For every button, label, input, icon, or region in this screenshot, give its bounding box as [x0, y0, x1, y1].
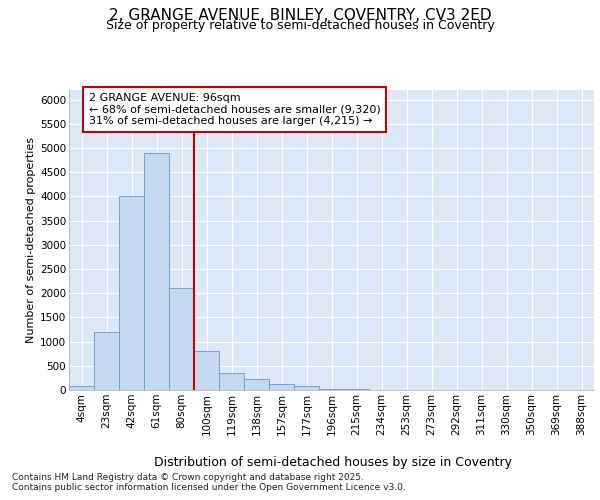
Bar	[269, 384, 294, 390]
Bar	[169, 288, 194, 390]
Bar	[294, 386, 319, 390]
Y-axis label: Number of semi-detached properties: Number of semi-detached properties	[26, 137, 36, 343]
Bar	[69, 386, 94, 390]
Text: 2, GRANGE AVENUE, BINLEY, COVENTRY, CV3 2ED: 2, GRANGE AVENUE, BINLEY, COVENTRY, CV3 …	[109, 8, 491, 22]
Text: Contains HM Land Registry data © Crown copyright and database right 2025.: Contains HM Land Registry data © Crown c…	[12, 474, 364, 482]
Text: Size of property relative to semi-detached houses in Coventry: Size of property relative to semi-detach…	[106, 19, 494, 32]
Bar	[119, 196, 144, 390]
Bar	[194, 352, 219, 390]
Text: Contains public sector information licensed under the Open Government Licence v3: Contains public sector information licen…	[12, 484, 406, 492]
Bar	[219, 373, 244, 390]
Bar	[319, 388, 344, 390]
Text: 2 GRANGE AVENUE: 96sqm
← 68% of semi-detached houses are smaller (9,320)
31% of : 2 GRANGE AVENUE: 96sqm ← 68% of semi-det…	[89, 93, 381, 126]
Bar	[244, 379, 269, 390]
Bar	[144, 153, 169, 390]
Text: Distribution of semi-detached houses by size in Coventry: Distribution of semi-detached houses by …	[154, 456, 512, 469]
Bar	[344, 389, 369, 390]
Bar	[94, 332, 119, 390]
